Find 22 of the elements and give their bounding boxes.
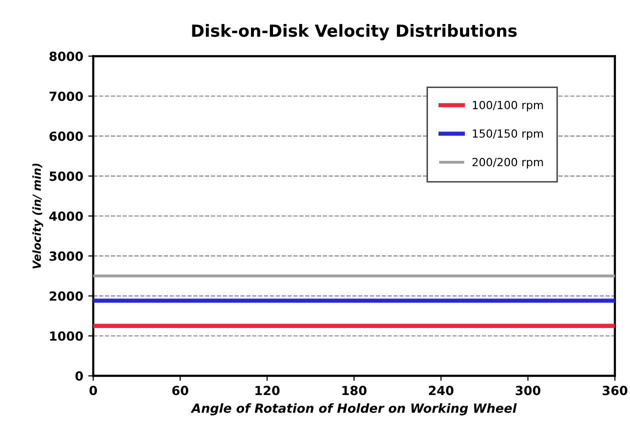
legend-label: 150/150 rpm bbox=[472, 129, 543, 140]
x-tick-label: 180 bbox=[342, 386, 367, 396]
y-tick-label: 0 bbox=[75, 371, 83, 381]
y-tick-label: 6000 bbox=[50, 132, 83, 142]
y-tick-label: 1000 bbox=[50, 331, 83, 341]
y-tick-label: 3000 bbox=[50, 251, 83, 261]
y-axis-title: Velocity (in/ min) bbox=[32, 164, 44, 268]
y-tick-label: 4000 bbox=[49, 211, 83, 221]
y-tick-label: 8000 bbox=[49, 52, 83, 62]
y-tick-label: 7000 bbox=[50, 92, 83, 102]
x-tick-label: 0 bbox=[89, 386, 97, 396]
x-tick-label: 360 bbox=[602, 386, 628, 396]
chart-title: Disk-on-Disk Velocity Distributions bbox=[192, 24, 517, 40]
x-tick-label: 300 bbox=[516, 386, 540, 396]
y-tick-label: 2000 bbox=[50, 291, 83, 301]
x-tick-label: 240 bbox=[428, 386, 454, 396]
x-tick-label: 120 bbox=[255, 386, 280, 396]
legend-label: 200/200 rpm bbox=[472, 158, 543, 168]
legend-label: 100/100 rpm bbox=[472, 100, 543, 112]
x-tick-label: 60 bbox=[172, 386, 188, 396]
x-axis-title: Angle of Rotation of Holder on Working Wheel bbox=[190, 403, 517, 416]
y-tick-label: 5000 bbox=[50, 172, 83, 181]
